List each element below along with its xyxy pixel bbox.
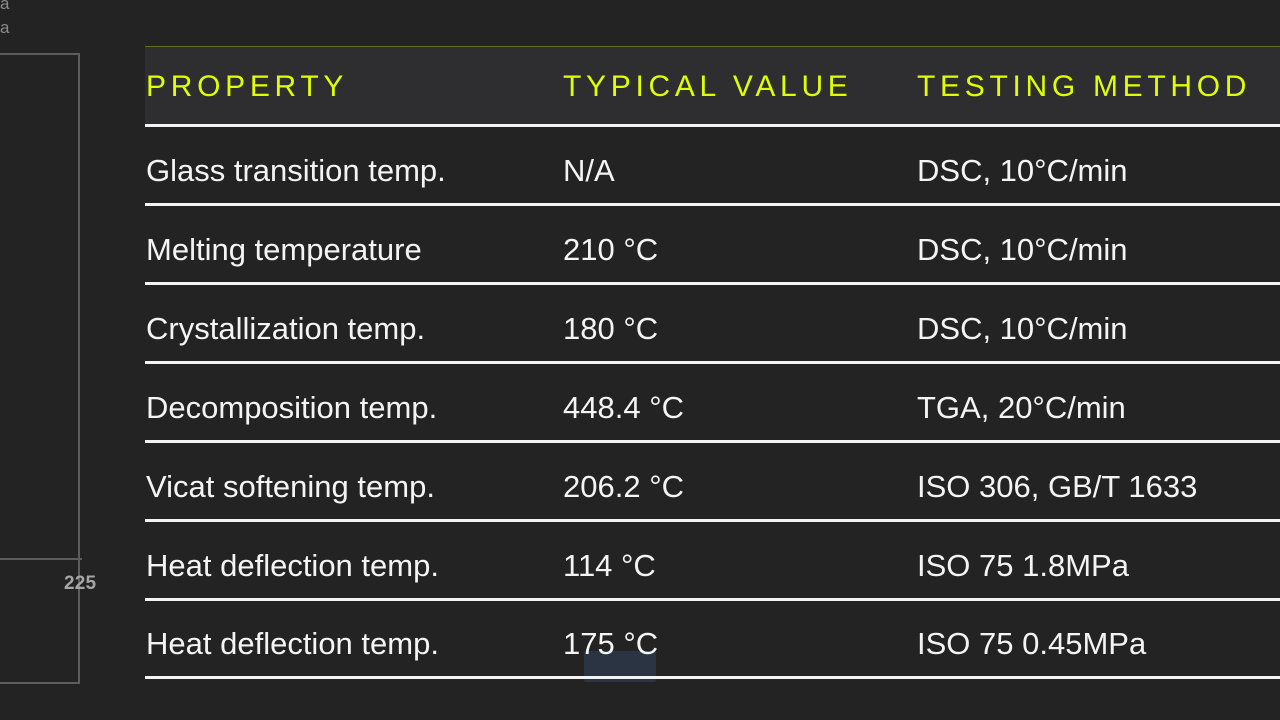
testing-method-cell: ISO 75 1.8MPa	[917, 548, 1129, 583]
left-panel-label: 225	[64, 573, 97, 594]
typical-value-cell: 448.4 °C	[563, 390, 684, 425]
testing-method-cell: DSC, 10°C/min	[917, 153, 1128, 188]
header-divider	[145, 124, 1280, 127]
left-panel-frame	[0, 53, 80, 684]
property-cell: Heat deflection temp.	[146, 548, 439, 583]
table-row: Heat deflection temp. 175 °C ISO 75 0.45…	[145, 600, 1280, 679]
table-row: Melting temperature 210 °C DSC, 10°C/min	[145, 206, 1280, 285]
property-cell: Crystallization temp.	[146, 311, 426, 346]
testing-method-cell: DSC, 10°C/min	[917, 311, 1128, 346]
left-fragment-line-2: a	[0, 18, 10, 37]
table-row: Vicat softening temp. 206.2 °C ISO 306, …	[145, 443, 1280, 522]
testing-method-cell: TGA, 20°C/min	[917, 390, 1126, 425]
table-header-row: PROPERTY TYPICAL VALUE TESTING METHOD	[145, 46, 1280, 125]
properties-table: PROPERTY TYPICAL VALUE TESTING METHOD Gl…	[145, 46, 1280, 682]
property-cell: Heat deflection temp.	[146, 626, 439, 661]
typical-value-cell: 175 °C	[563, 626, 659, 661]
header-property: PROPERTY	[146, 70, 349, 103]
property-cell: Glass transition temp.	[146, 153, 446, 188]
row-divider	[145, 598, 1280, 601]
property-cell: Decomposition temp.	[146, 390, 438, 425]
typical-value-cell: 210 °C	[563, 232, 659, 267]
row-divider	[145, 361, 1280, 364]
testing-method-cell: ISO 306, GB/T 1633	[917, 469, 1198, 504]
property-cell: Vicat softening temp.	[146, 469, 435, 504]
header-typical-value: TYPICAL VALUE	[563, 70, 853, 103]
left-panel-divider	[0, 558, 82, 560]
row-divider	[145, 203, 1280, 206]
header-testing-method: TESTING METHOD	[917, 70, 1252, 103]
typical-value-cell: 114 °C	[563, 548, 656, 583]
table-row: Heat deflection temp. 114 °C ISO 75 1.8M…	[145, 522, 1280, 601]
typical-value-cell: 206.2 °C	[563, 469, 684, 504]
row-divider	[145, 282, 1280, 285]
testing-method-cell: ISO 75 0.45MPa	[917, 626, 1147, 661]
typical-value-cell: N/A	[563, 153, 615, 188]
row-divider	[145, 676, 1280, 679]
testing-method-cell: DSC, 10°C/min	[917, 232, 1128, 267]
typical-value-cell: 180 °C	[563, 311, 659, 346]
row-divider	[145, 519, 1280, 522]
table-top-line	[145, 46, 1280, 47]
row-divider	[145, 440, 1280, 443]
table-row: Glass transition temp. N/A DSC, 10°C/min	[145, 127, 1280, 206]
left-fragment-line-1: a	[0, 0, 10, 13]
left-fragment-text: a a	[0, 0, 9, 40]
table-row: Decomposition temp. 448.4 °C TGA, 20°C/m…	[145, 364, 1280, 443]
table-row: Crystallization temp. 180 °C DSC, 10°C/m…	[145, 285, 1280, 364]
property-cell: Melting temperature	[146, 232, 422, 267]
